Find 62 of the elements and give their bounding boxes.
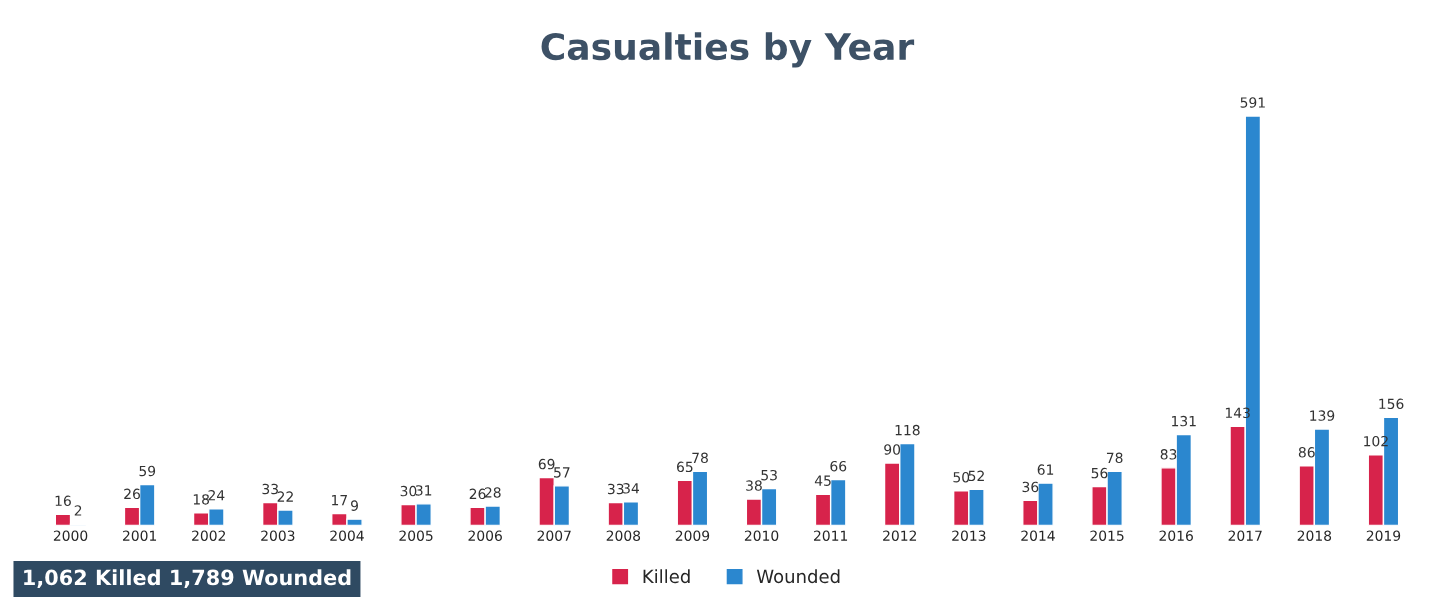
data-label: 16 [55,495,71,507]
data-label: 17 [332,495,347,506]
x-tick-label: 2005 [399,530,433,541]
data-label: 24 [208,489,225,501]
data-label: 118 [895,424,920,436]
x-tick-label: 2006 [468,530,502,541]
x-tick-label: 2000 [53,530,88,541]
data-label: 28 [484,487,501,498]
x-tick-label: 2002 [192,530,226,541]
data-label: 2 [74,505,82,516]
x-tick-label: 2012 [883,530,917,541]
x-tick-label: 2011 [814,530,848,541]
data-label: 53 [761,469,777,481]
data-label: 30 [400,485,417,497]
data-label: 56 [1091,467,1108,479]
data-label: 26 [124,488,140,500]
text: 1,062 Killed 1,789 Wounded [24,569,351,589]
x-tick-label: 2019 [1366,530,1401,541]
data-label: 18 [193,494,210,505]
x-tick-label: 2013 [952,530,986,541]
legend-label: Killed [643,569,690,584]
data-label: 78 [692,452,708,464]
x-tick-label: 2014 [1021,530,1055,541]
data-label: 139 [1310,410,1335,421]
data-label: 50 [953,471,970,483]
data-label: 156 [1379,398,1404,410]
x-tick-label: 2015 [1090,530,1124,541]
x-tick-label: 2007 [537,530,571,541]
data-label: 591 [1240,97,1265,108]
data-label: 33 [607,483,624,495]
x-tick-label: 2004 [330,530,364,541]
data-label: 65 [676,461,693,473]
data-label: 26 [469,488,486,500]
data-label: 45 [814,475,831,486]
data-label: 59 [139,465,156,477]
data-label: 90 [884,444,901,455]
x-tick-label: 2016 [1159,530,1193,541]
data-label: 78 [1106,452,1123,464]
x-tick-label: 2001 [122,530,157,541]
data-label: 131 [1172,415,1196,427]
data-label: 66 [830,460,847,472]
data-label: 9 [351,500,358,511]
x-tick-label: 2010 [744,530,779,541]
data-label: 34 [623,483,640,494]
legend-label: Wounded [756,569,840,584]
x-tick-label: 2017 [1228,530,1262,541]
chart-title: Casualties by Year [541,32,915,68]
data-label: 69 [538,458,555,470]
x-tick-label: 2008 [606,530,641,541]
data-label: 22 [277,491,293,502]
data-label: 86 [1298,447,1315,458]
data-label: 83 [1160,449,1177,460]
x-tick-label: 2009 [675,530,710,541]
data-label: 52 [968,470,984,482]
data-label: 61 [1037,464,1054,475]
data-label: 31 [415,485,432,496]
data-label: 57 [554,467,570,478]
data-label: 33 [262,483,278,495]
data-label: 36 [1022,481,1039,493]
data-label: 38 [746,480,762,491]
x-tick-label: 2018 [1297,530,1332,541]
x-tick-label: 2003 [261,530,295,541]
